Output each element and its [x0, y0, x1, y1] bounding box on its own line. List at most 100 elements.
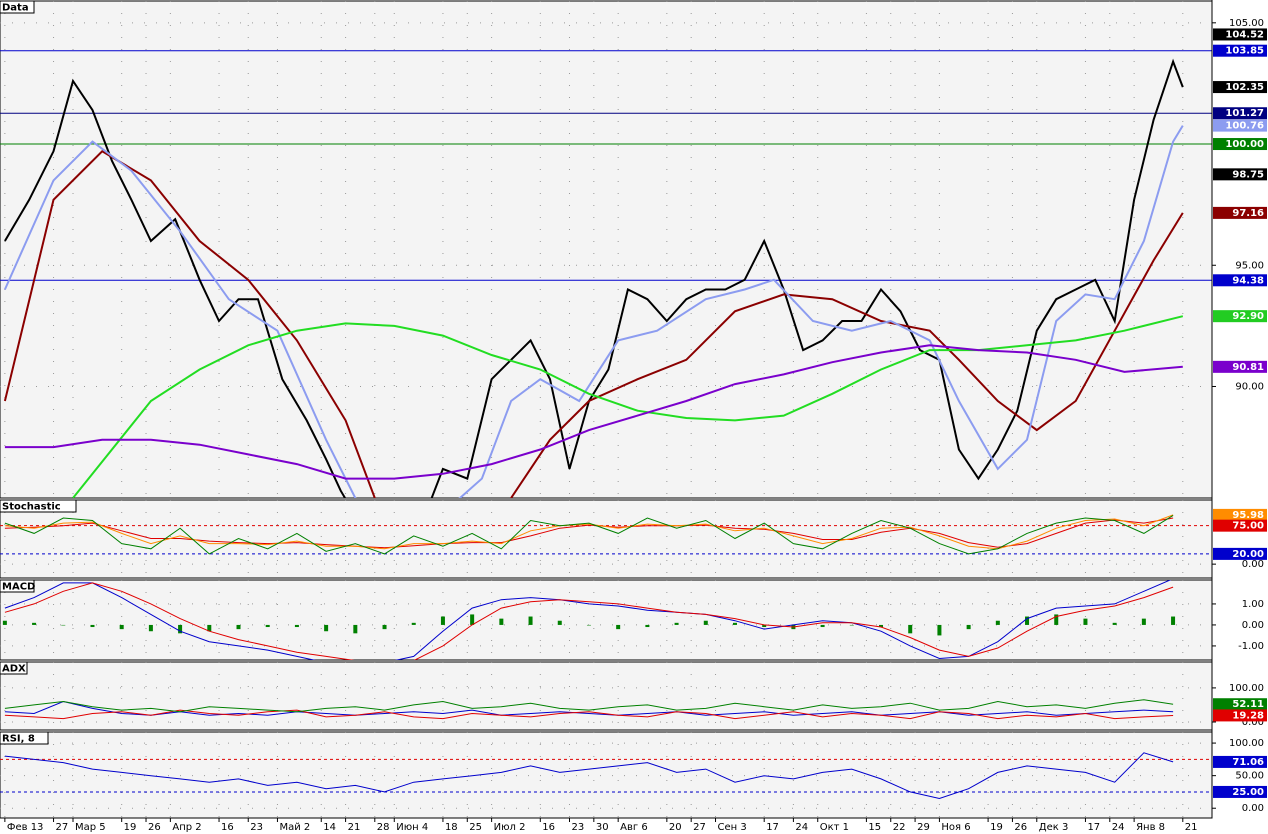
panel-background — [0, 499, 1213, 579]
x-tick-label: 29 — [917, 822, 930, 833]
histogram-bar — [645, 624, 650, 628]
x-tick-label: 22 — [893, 822, 906, 833]
panel-title-box — [0, 0, 35, 14]
x-tick-label: Сен 3 — [718, 822, 747, 833]
y-tick-label: 95.00 — [1235, 260, 1264, 271]
panel-title-box — [0, 579, 35, 593]
x-tick-label: 27 — [693, 822, 706, 833]
price-badge — [1213, 698, 1267, 711]
histogram-bar — [90, 624, 95, 628]
series-line — [4, 709, 1174, 720]
x-tick-label: 21 — [1185, 822, 1198, 833]
series-line — [4, 514, 1174, 555]
x-tick-label: 20 — [669, 822, 682, 833]
series-line — [4, 514, 1174, 550]
y-tick-label: 105.00 — [1229, 18, 1264, 29]
histogram-bar — [1025, 616, 1030, 625]
panel-background — [0, 0, 1213, 499]
plot-area — [0, 732, 1212, 818]
x-tick-label: Авг 6 — [620, 822, 648, 833]
series-line — [4, 344, 1183, 480]
x-tick-label: 27 — [56, 822, 69, 833]
x-tick-label: 26 — [1014, 822, 1027, 833]
histogram-bar — [470, 614, 475, 625]
price-badge-label: 75.00 — [1232, 521, 1264, 532]
price-badge — [1213, 360, 1267, 373]
y-tick-label: 0.00 — [1242, 803, 1264, 814]
histogram-bar — [440, 616, 445, 625]
x-tick-label: 14 — [323, 822, 336, 833]
x-tick-label: 18 — [445, 822, 458, 833]
price-badge-label: 102.35 — [1225, 82, 1264, 93]
histogram-bar — [879, 624, 884, 628]
panel-title: MACD — [2, 582, 35, 593]
histogram-bar — [908, 624, 913, 634]
x-tick-label: 28 — [377, 822, 390, 833]
histogram-bar — [762, 624, 767, 628]
price-badge — [1213, 310, 1267, 323]
plot-area — [0, 580, 1212, 660]
price-badge-label: 103.85 — [1225, 46, 1264, 57]
y-tick-label: 100.00 — [1229, 683, 1264, 694]
histogram-bar — [966, 624, 971, 630]
series-line — [4, 699, 1174, 713]
price-badge-label: 19.28 — [1232, 710, 1264, 721]
price-badge-label: 95.98 — [1232, 510, 1264, 521]
series-line — [4, 582, 1174, 660]
x-tick-label: 19 — [124, 822, 137, 833]
price-badge — [1213, 547, 1267, 560]
y-tick-label: 0.00 — [1242, 620, 1264, 631]
series-line — [4, 752, 1174, 800]
price-badge-label: 90.81 — [1232, 362, 1264, 373]
series-line — [4, 58, 1184, 498]
panel-background — [0, 731, 1213, 819]
panel-background — [0, 661, 1213, 731]
histogram-bar — [1171, 616, 1176, 625]
panel-title-box — [0, 499, 77, 513]
histogram-bar — [557, 620, 562, 625]
x-tick-label: 26 — [148, 822, 161, 833]
x-tick-label: Янв 8 — [1136, 822, 1165, 833]
panel-background — [0, 579, 1213, 661]
series-line — [3, 125, 1184, 498]
price-badge — [1213, 508, 1267, 521]
histogram-bar — [995, 620, 1000, 625]
x-tick-label: 19 — [990, 822, 1003, 833]
histogram-bar — [32, 622, 37, 625]
histogram-bar — [324, 624, 329, 632]
panel-title-box — [0, 661, 28, 675]
histogram-bar — [207, 624, 212, 632]
price-badge — [1213, 785, 1267, 798]
series-line — [4, 700, 1174, 716]
histogram-bar — [1112, 622, 1117, 625]
price-badge — [1213, 138, 1267, 151]
plot-area — [0, 662, 1212, 730]
price-badge-label: 101.27 — [1225, 108, 1264, 119]
y-tick-label: 1.00 — [1242, 599, 1264, 610]
price-badge — [1213, 206, 1267, 219]
price-badge-label: 71.06 — [1232, 757, 1264, 768]
price-badge — [1213, 44, 1267, 57]
histogram-bar — [674, 622, 679, 625]
price-badge — [1213, 119, 1267, 132]
plot-area — [0, 500, 1212, 578]
x-tick-label: 21 — [348, 822, 361, 833]
price-badge-label: 97.16 — [1232, 208, 1264, 219]
histogram-bar — [820, 624, 825, 628]
histogram-bar — [411, 622, 416, 625]
price-badge-label: 100.00 — [1225, 139, 1264, 150]
histogram-bar — [265, 624, 270, 628]
y-tick-label: 0.00 — [1242, 717, 1264, 728]
x-tick-label: Дек 3 — [1039, 822, 1069, 833]
x-tick-label: 15 — [868, 822, 881, 833]
histogram-bar — [1083, 618, 1088, 625]
y-tick-label: 100.00 — [1229, 738, 1264, 749]
price-badge-label: 98.75 — [1232, 169, 1264, 180]
x-tick-label: 30 — [596, 822, 609, 833]
histogram-bar — [616, 624, 621, 630]
panel-title: ADX — [2, 664, 26, 675]
histogram-bar — [1141, 618, 1146, 625]
histogram-bar — [703, 620, 708, 625]
price-badge — [1213, 755, 1267, 768]
histogram-bar — [119, 624, 124, 630]
